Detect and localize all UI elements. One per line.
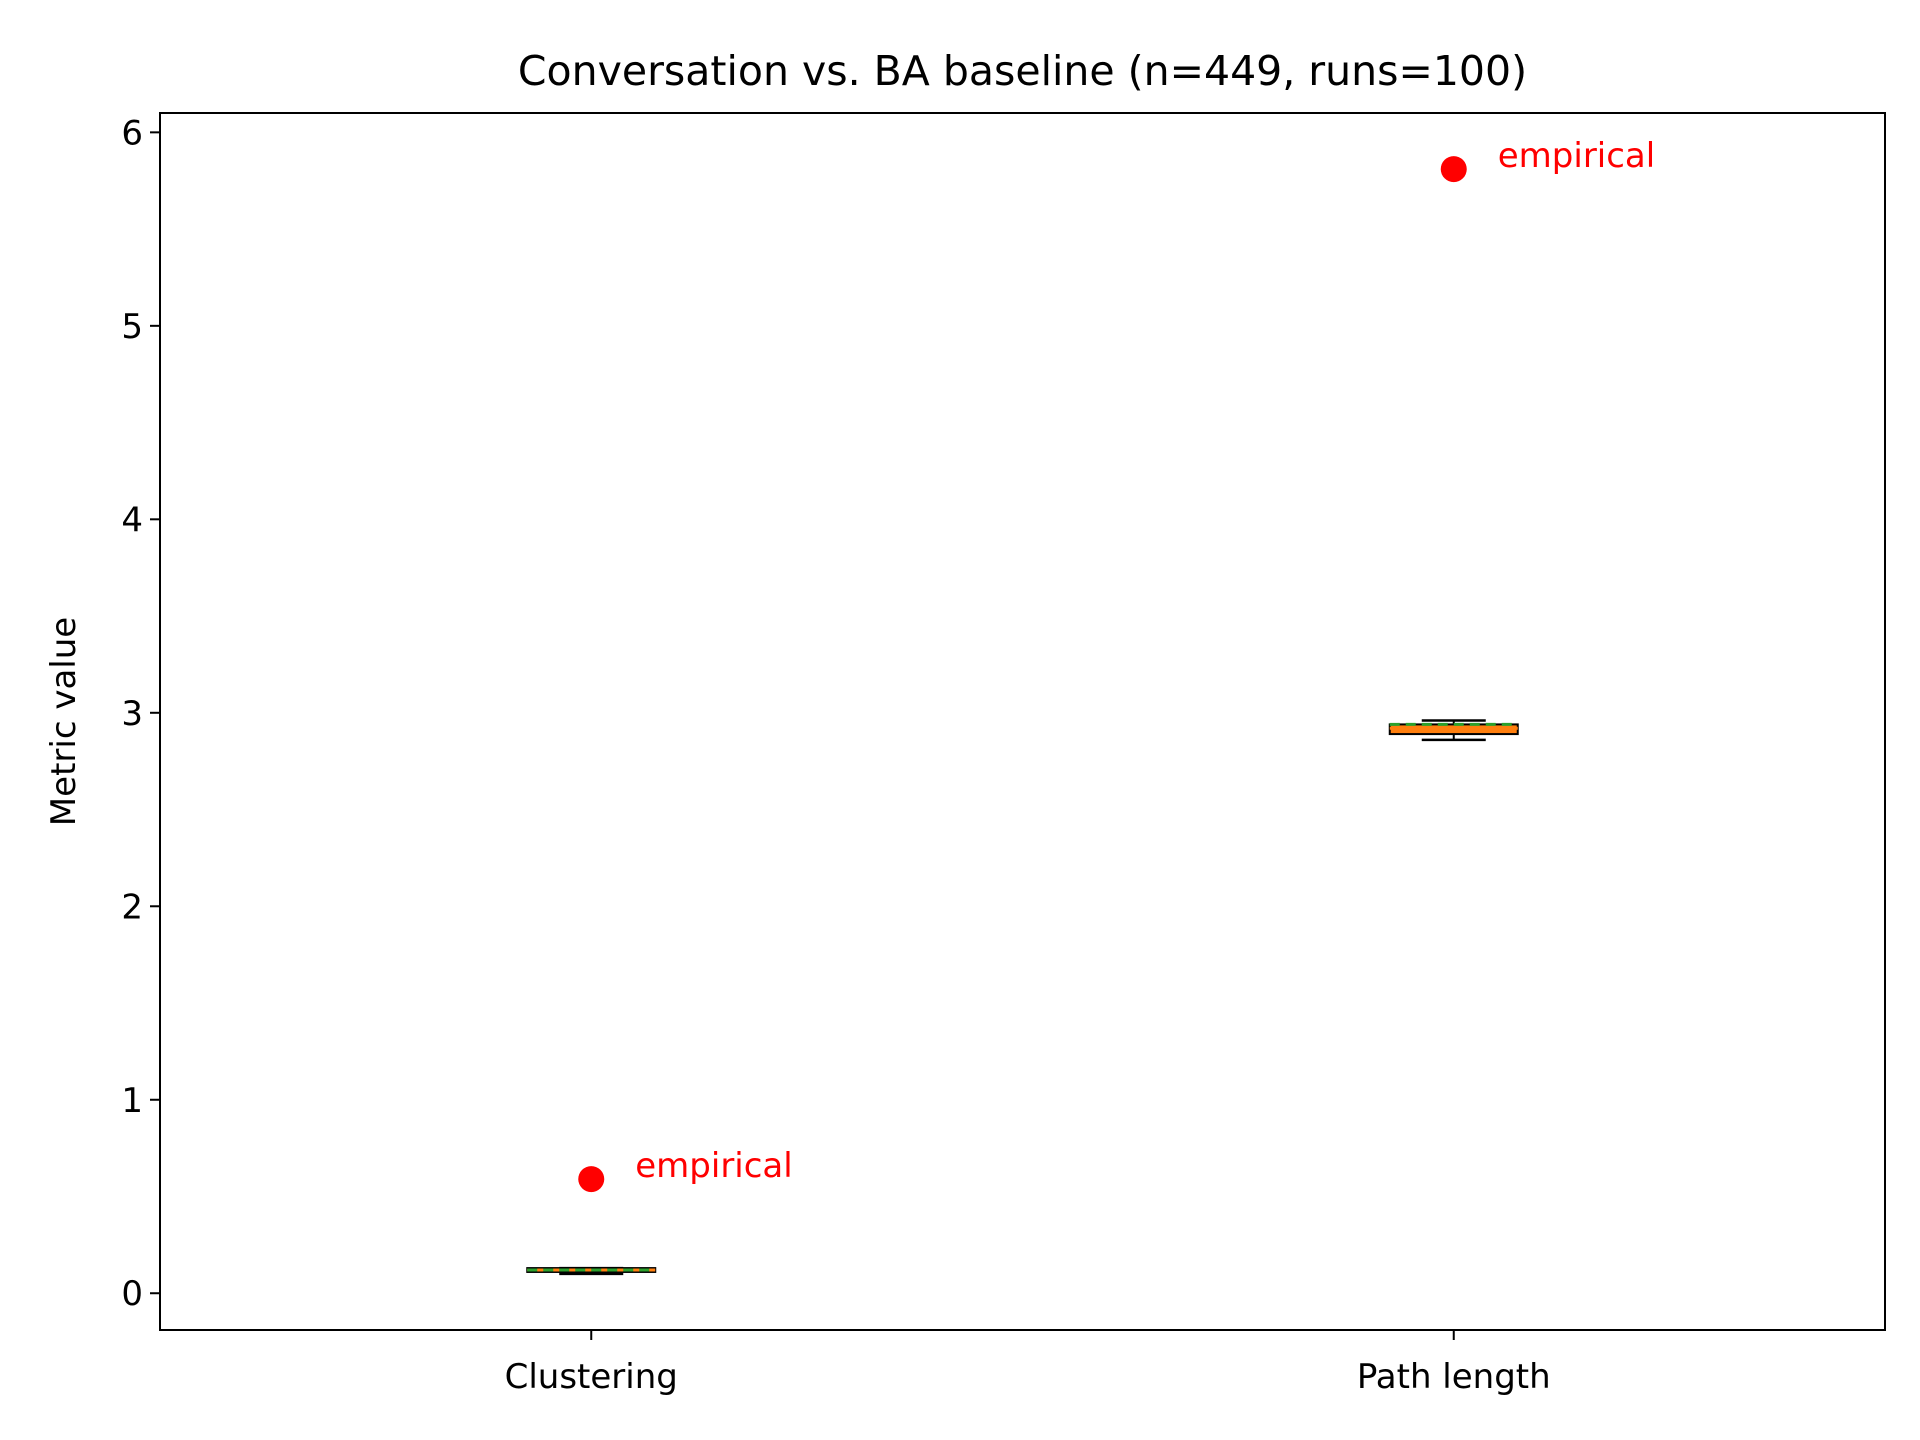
y-tick-label: 5 — [121, 307, 143, 347]
plot-frame — [159, 112, 1886, 1331]
empirical-point — [1440, 156, 1467, 183]
x-tick-label: Path length — [1357, 1357, 1551, 1397]
empirical-point — [578, 1166, 605, 1193]
chart-title: Conversation vs. BA baseline (n=449, run… — [518, 47, 1527, 95]
y-tick-label: 2 — [121, 887, 143, 927]
y-tick-label: 6 — [121, 113, 143, 153]
y-tick-label: 3 — [121, 694, 143, 734]
y-axis-label: Metric value — [44, 617, 84, 826]
empirical-label: empirical — [1498, 136, 1655, 176]
empirical-label: empirical — [635, 1146, 792, 1186]
x-tick-label: Clustering — [505, 1357, 678, 1397]
y-tick-label: 4 — [121, 500, 143, 540]
y-tick-label: 0 — [121, 1274, 143, 1314]
y-tick-label: 1 — [121, 1081, 143, 1121]
